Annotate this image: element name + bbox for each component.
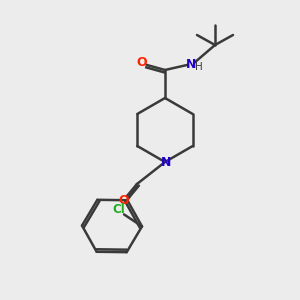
Text: O: O (137, 56, 147, 70)
Text: O: O (119, 194, 129, 208)
Text: H: H (195, 62, 203, 72)
Text: N: N (186, 58, 196, 70)
Text: Cl: Cl (112, 203, 125, 216)
Text: N: N (161, 157, 171, 169)
